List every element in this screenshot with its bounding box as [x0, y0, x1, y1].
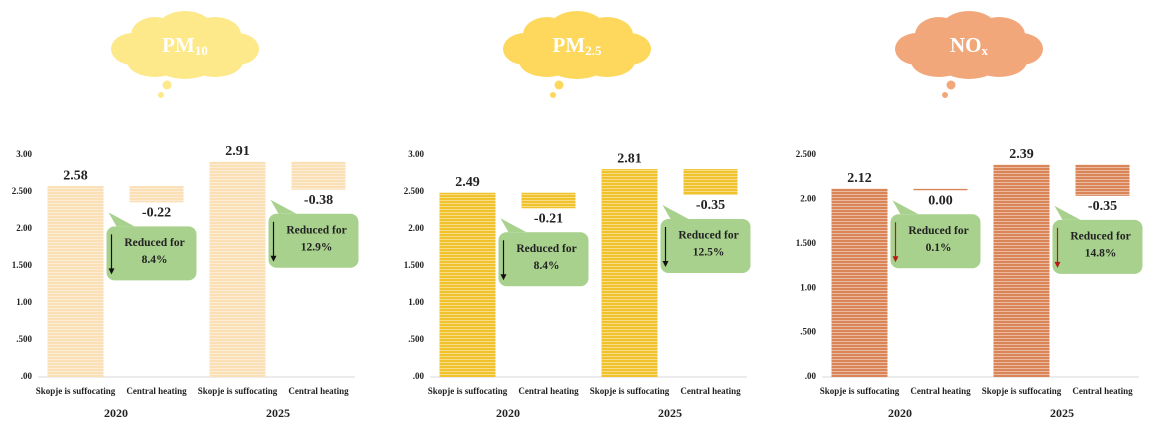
cloud-bubble: [162, 80, 172, 90]
callout-bubble: [501, 218, 527, 232]
y-tick-label: 1.00: [800, 282, 816, 292]
bar: [602, 169, 658, 377]
callout-text: 8.4%: [534, 260, 560, 272]
bar: [832, 189, 888, 377]
title-sub: x: [982, 43, 989, 58]
value-label: -0.35: [696, 198, 725, 213]
value-label: 2.81: [617, 151, 642, 166]
group-label: 2020: [104, 406, 128, 420]
y-tick-label: 2.00: [408, 223, 424, 233]
y-tick-label: 1.00: [16, 297, 32, 307]
y-tick-label: 3.00: [16, 149, 32, 159]
bar: [210, 162, 266, 377]
title-main: NO: [950, 33, 982, 57]
change-box: [522, 193, 576, 209]
callout-bubble: [893, 200, 919, 214]
x-tick-label: Central heating: [680, 386, 741, 396]
y-tick-label: .500: [800, 327, 816, 337]
cloud-bubble: [158, 92, 165, 99]
group-label: 2020: [888, 406, 912, 420]
title-sub: 10: [195, 43, 208, 58]
y-tick-label: 2.00: [16, 223, 32, 233]
y-tick-label: 1.500: [796, 238, 817, 248]
cloud-bubble: [554, 80, 564, 90]
y-tick-label: 2.00: [800, 193, 816, 203]
title-sub: 2.5: [585, 43, 602, 58]
callout-text: 0.1%: [926, 242, 952, 254]
cloud-bubble: [550, 92, 557, 99]
x-tick-label: Central heating: [518, 386, 579, 396]
group-label: 2025: [658, 406, 682, 420]
callout-bubble: [663, 205, 689, 219]
callout-bubble: [1055, 206, 1081, 220]
callout-text: Reduced for: [516, 243, 576, 255]
value-label: -0.22: [142, 206, 171, 221]
y-tick-label: 2.500: [796, 149, 817, 159]
y-tick-label: 2.500: [404, 186, 425, 196]
callout-text: 12.5%: [693, 247, 725, 259]
callout-text: Reduced for: [908, 225, 968, 237]
y-tick-label: 1.500: [404, 260, 425, 270]
callout-text: Reduced for: [124, 237, 184, 249]
callout-bubble: [271, 200, 297, 214]
value-label: 2.12: [847, 171, 872, 186]
bar: [994, 165, 1050, 377]
value-label: 2.39: [1009, 147, 1034, 162]
y-tick-label: .00: [413, 371, 425, 381]
callout-text: Reduced for: [1070, 230, 1130, 242]
callout-text: 12.9%: [301, 241, 333, 253]
x-tick-label: Skopje is suffocating: [982, 386, 1062, 396]
value-label: -0.21: [534, 211, 563, 226]
value-label: 0.00: [928, 193, 953, 208]
group-label: 2025: [1050, 406, 1074, 420]
x-tick-label: Central heating: [288, 386, 349, 396]
x-tick-label: Skopje is suffocating: [428, 386, 508, 396]
x-tick-label: Central heating: [910, 386, 971, 396]
group-label: 2020: [496, 406, 520, 420]
x-tick-label: Skopje is suffocating: [198, 386, 278, 396]
y-tick-label: .00: [805, 371, 817, 381]
x-tick-label: Skopje is suffocating: [590, 386, 670, 396]
y-tick-label: .00: [21, 371, 33, 381]
x-tick-label: Central heating: [1072, 386, 1133, 396]
x-tick-label: Skopje is suffocating: [36, 386, 116, 396]
change-box: [1076, 165, 1130, 196]
bar: [440, 193, 496, 377]
y-tick-label: 1.00: [408, 297, 424, 307]
callout-text: 14.8%: [1085, 247, 1117, 259]
title-main: PM: [553, 33, 586, 57]
value-label: -0.38: [304, 193, 333, 208]
group-label: 2025: [266, 406, 290, 420]
value-label: -0.35: [1088, 199, 1117, 214]
value-label: 2.49: [455, 175, 480, 190]
y-tick-label: .500: [408, 334, 424, 344]
chart-page: PM103.002.5002.001.5001.00.500.002.58Sko…: [0, 0, 1158, 422]
callout-text: 8.4%: [142, 254, 168, 266]
cloud-bubble: [946, 80, 956, 90]
value-label: 2.91: [225, 144, 250, 159]
change-box: [130, 186, 184, 202]
x-tick-label: Skopje is suffocating: [820, 386, 900, 396]
cloud-bubble: [942, 92, 949, 99]
callout-text: Reduced for: [678, 230, 738, 242]
callout-text: Reduced for: [286, 224, 346, 236]
change-box: [292, 162, 346, 190]
callout-bubble: [109, 212, 135, 226]
change-box: [684, 169, 738, 195]
y-tick-label: .500: [16, 334, 32, 344]
x-tick-label: Central heating: [126, 386, 187, 396]
bar: [48, 186, 104, 377]
value-label: 2.58: [63, 168, 88, 183]
y-tick-label: 2.500: [12, 186, 33, 196]
y-tick-label: 3.00: [408, 149, 424, 159]
change-box: [914, 189, 968, 191]
title-main: PM: [162, 33, 195, 57]
y-tick-label: 1.500: [12, 260, 33, 270]
